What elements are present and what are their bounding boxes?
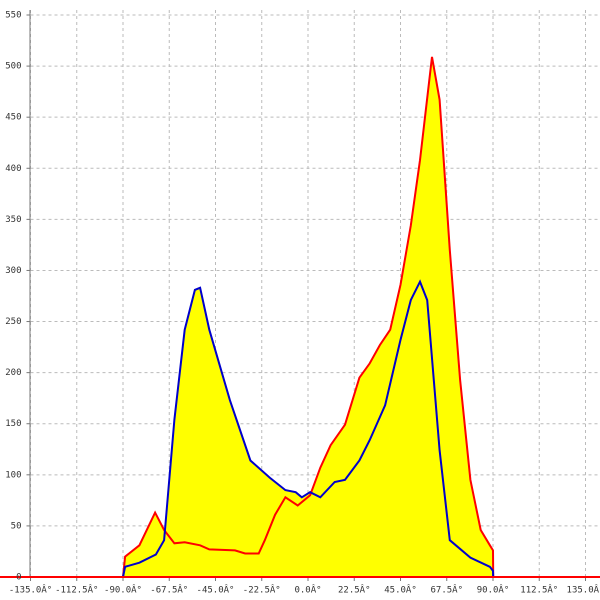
y-tick-label: 200 <box>5 368 21 378</box>
x-tick-label: 0.0Â° <box>294 584 321 596</box>
x-tick-label: -112.5Â° <box>55 584 98 596</box>
x-tick-label: 22.5Â° <box>338 584 371 596</box>
x-tick-label: -67.5Â° <box>150 584 188 596</box>
x-tick-label: 67.5Â° <box>430 584 463 596</box>
labels: 0 50 100 150 200 250 300 350 400 450 500 550 -135.0Â… <box>5 11 600 596</box>
y-tick-label: 0 <box>16 573 21 583</box>
x-tick-label: -45.0Â° <box>197 584 235 596</box>
y-tick-label: 400 <box>5 164 21 174</box>
x-tick-label: 135.0Â° <box>567 584 600 596</box>
y-tick-label: 300 <box>5 266 21 276</box>
series-line <box>122 279 495 578</box>
x-tick-label: 90.0Â° <box>477 584 510 596</box>
x-tick-label: -90.0Â° <box>104 584 142 596</box>
x-tick-label: -135.0Â° <box>9 584 52 596</box>
area-fill <box>123 281 494 577</box>
x-tick-label: 112.5Â° <box>520 584 558 596</box>
y-tick-label: 550 <box>5 11 21 21</box>
y-tick-label: 150 <box>5 419 21 429</box>
y-tick-label: 450 <box>5 113 21 123</box>
y-tick-label: 500 <box>5 62 21 72</box>
y-tick-label: 100 <box>5 470 21 480</box>
x-tick-label: 45.0Â° <box>384 584 417 596</box>
y-tick-label: 350 <box>5 215 21 225</box>
series-line <box>122 56 495 578</box>
x-tick-label: -22.5Â° <box>243 584 281 596</box>
y-tick-label: 50 <box>11 521 22 531</box>
lines <box>122 56 495 578</box>
y-tick-label: 250 <box>5 317 21 327</box>
fills <box>123 56 494 577</box>
